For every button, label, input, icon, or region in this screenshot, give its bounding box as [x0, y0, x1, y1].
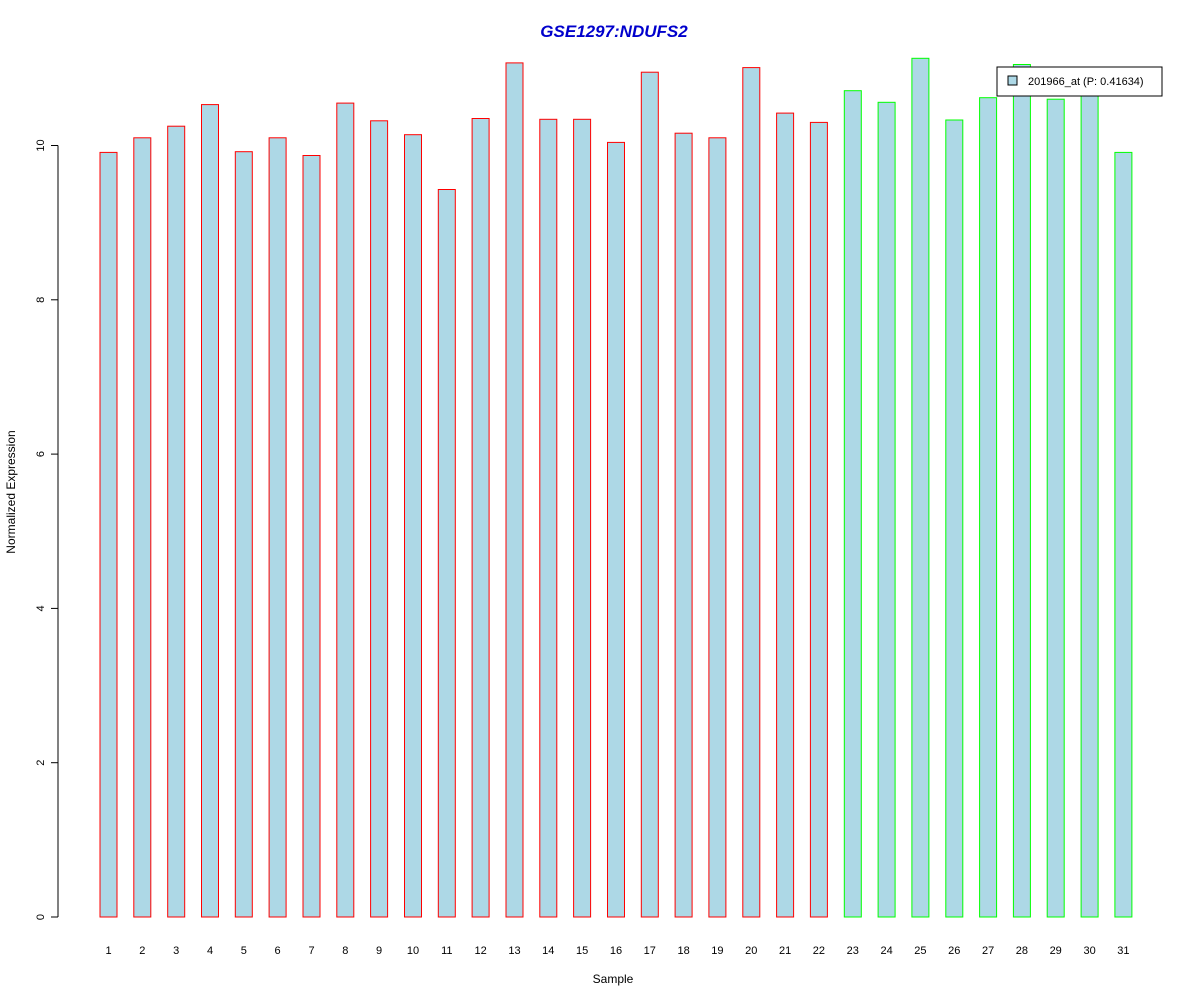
chart-title: GSE1297:NDUFS2: [540, 22, 688, 41]
x-tick-label: 14: [542, 945, 554, 957]
x-tick-label: 3: [173, 945, 179, 957]
x-tick-label: 1: [105, 945, 111, 957]
x-tick-label: 21: [779, 945, 791, 957]
bar-sample-18: [674, 132, 693, 918]
x-tick-label: 18: [677, 945, 689, 957]
bar-sample-17: [640, 71, 659, 918]
y-axis: 0 2 4 6 8 10: [35, 139, 59, 920]
bar-sample-24: [877, 101, 896, 918]
bar-sample-23: [843, 90, 862, 918]
x-tick-label: 15: [576, 945, 588, 957]
y-tick-label: 6: [35, 451, 47, 457]
bar-sample-4: [201, 104, 219, 918]
bar-sample-28: [1012, 64, 1031, 918]
bar-sample-1: [99, 151, 118, 918]
legend: 201966_at (P: 0.41634): [996, 66, 1163, 97]
bar-sample-14: [539, 118, 558, 918]
bar-sample-26: [945, 119, 964, 918]
bar-sample-10: [404, 134, 422, 918]
bar-sample-7: [302, 155, 321, 918]
bar-sample-27: [979, 97, 998, 918]
y-tick-label: 8: [35, 297, 47, 303]
bar-sample-2: [133, 137, 152, 918]
x-tick-label: 4: [207, 945, 213, 957]
x-tick-label: 9: [376, 945, 382, 957]
bars: [99, 57, 1133, 918]
x-tick-label: 20: [745, 945, 757, 957]
bar-sample-13: [505, 62, 524, 918]
bar-sample-8: [336, 102, 355, 918]
bar-sample-31: [1114, 151, 1133, 918]
x-tick-label: 30: [1083, 945, 1095, 957]
x-tick-label: 24: [880, 945, 892, 957]
bar-sample-21: [776, 112, 795, 918]
x-tick-label: 13: [508, 945, 520, 957]
x-tick-label: 6: [275, 945, 281, 957]
legend-label: 201966_at (P: 0.41634): [1028, 76, 1144, 88]
bar-sample-9: [370, 120, 389, 918]
y-tick-label: 2: [35, 760, 47, 766]
x-axis-tick-labels: 1 2 3 4 5 6 7 8 9 10 11 12 13 14 15 16 17 18 19 20 21 22 23 24 2…: [105, 945, 1129, 957]
x-tick-label: 25: [914, 945, 926, 957]
bar-sample-22: [809, 121, 828, 918]
bar-sample-20: [742, 67, 761, 918]
bar-sample-3: [167, 125, 186, 918]
y-tick-label: 4: [35, 605, 47, 611]
x-tick-label: 29: [1050, 945, 1062, 957]
x-tick-label: 19: [711, 945, 723, 957]
x-tick-label: 2: [139, 945, 145, 957]
x-tick-label: 31: [1117, 945, 1129, 957]
x-tick-label: 11: [441, 945, 452, 957]
bar-sample-15: [573, 118, 592, 918]
y-tick-label: 0: [35, 914, 47, 920]
bar-sample-12: [471, 118, 490, 918]
bar-sample-6: [268, 137, 287, 918]
x-tick-label: 12: [474, 945, 486, 957]
x-tick-label: 23: [847, 945, 859, 957]
bar-sample-11: [437, 189, 456, 918]
x-tick-label: 22: [813, 945, 825, 957]
x-axis-label: Sample: [593, 972, 634, 986]
y-axis-label: Normalized Expression: [4, 430, 18, 553]
y-tick-label: 10: [35, 139, 47, 151]
bar-sample-25: [911, 57, 930, 918]
legend-swatch: [1007, 75, 1018, 86]
x-tick-label: 17: [644, 945, 656, 957]
x-tick-label: 28: [1016, 945, 1028, 957]
legend-box: [996, 66, 1163, 97]
x-tick-label: 27: [982, 945, 994, 957]
bar-sample-5: [234, 151, 253, 918]
x-tick-label: 26: [948, 945, 960, 957]
bar-sample-16: [607, 141, 625, 918]
x-tick-label: 10: [407, 945, 419, 957]
bar-sample-19: [708, 137, 727, 918]
bar-sample-29: [1046, 98, 1065, 918]
x-tick-label: 5: [241, 945, 247, 957]
x-tick-label: 8: [342, 945, 348, 957]
x-tick-label: 7: [308, 945, 314, 957]
bar-sample-30: [1080, 91, 1099, 918]
x-tick-label: 16: [610, 945, 622, 957]
